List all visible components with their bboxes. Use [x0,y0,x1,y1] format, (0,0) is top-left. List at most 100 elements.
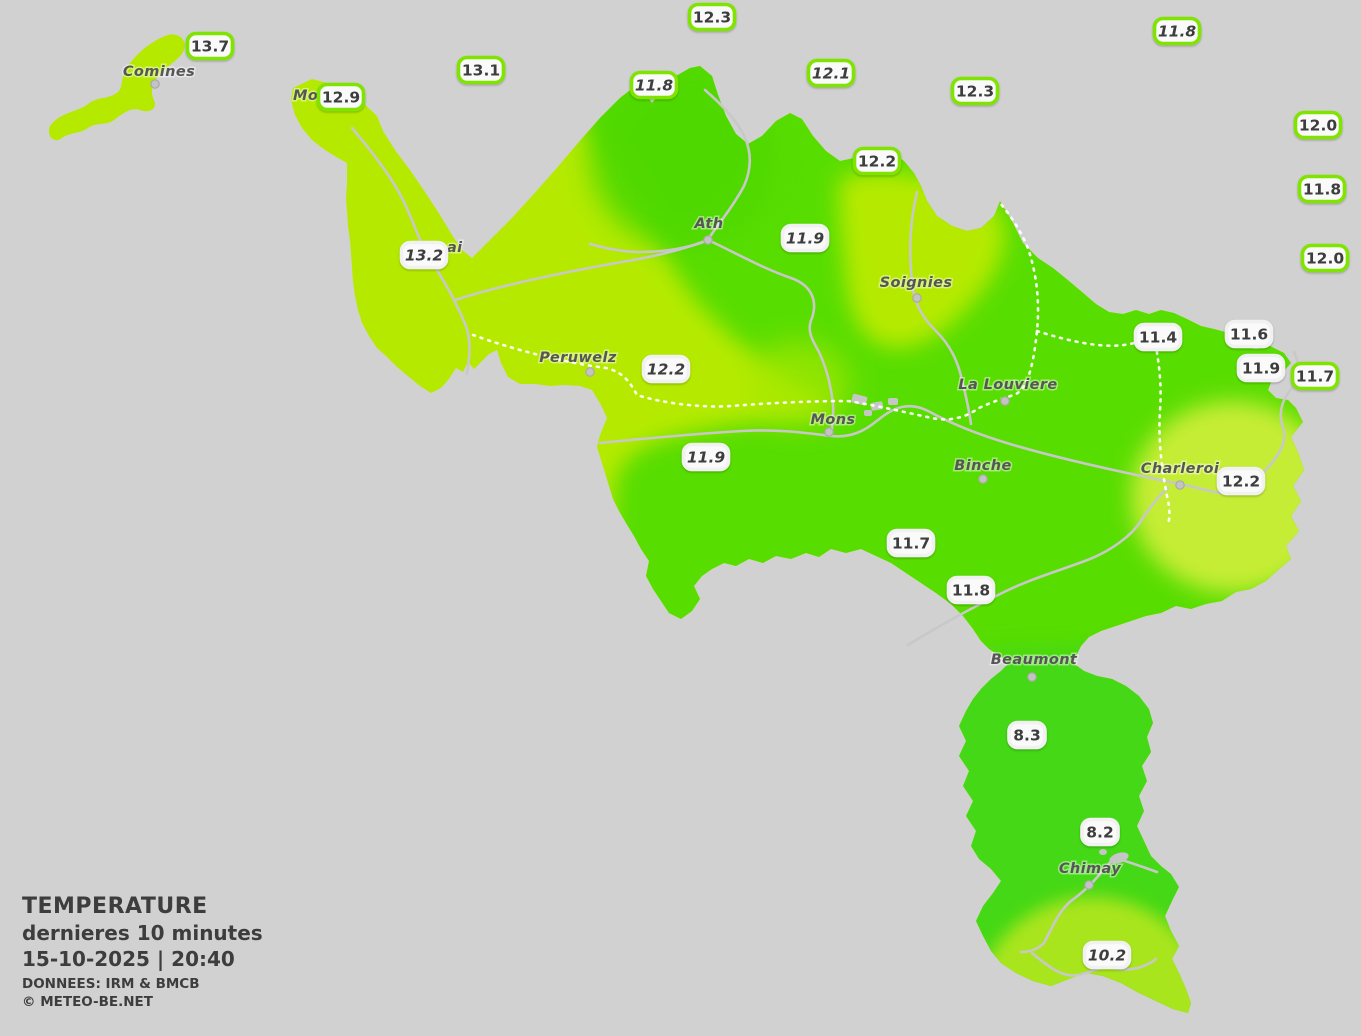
temp-label-box [681,442,731,472]
temp-label-value: 13.7 [191,38,229,56]
temp-label-value: 8.2 [1086,824,1113,842]
temp-label-value: 11.8 [952,582,990,600]
border-dashes-layer [471,201,1171,526]
temp-label-value: 11.8 [635,77,673,95]
city-name: Binche [954,458,1012,474]
city-name: Comines [123,64,195,80]
temp-label-value: 12.0 [1299,117,1337,135]
temp-label: 11.7 [886,528,936,558]
temp-label: 12.1 [806,58,856,88]
city-dot [978,474,988,484]
temp-label: 12.3 [950,76,1000,106]
temp-label-box [316,82,366,112]
city-name: Ath [694,216,724,232]
temp-label: 12.2 [641,354,691,384]
city-marker: La Louviere [957,376,1059,406]
temp-label-value: 11.7 [1296,368,1334,386]
temp-label: 11.9 [681,442,731,472]
temp-label-value: 11.7 [892,535,930,553]
city-dot [703,235,713,245]
city-dot [1027,672,1037,682]
temp-label: 10.2 [1082,940,1132,970]
temp-label-value: 12.2 [1222,473,1260,491]
temp-label: 13.7 [185,31,235,61]
data-source: DONNEES: IRM & BMCB [22,976,200,993]
map-title: TEMPERATURE [22,894,208,919]
temp-label-value: 11.9 [1242,360,1280,378]
temp-label-value: 11.9 [786,230,824,248]
city-name: Beaumont [991,652,1078,668]
region-ath-blob [590,66,774,247]
temp-label-value: 12.2 [647,361,685,379]
temp-label-box [1080,817,1120,847]
temp-label-value: 12.2 [858,153,896,171]
temp-label: 12.0 [1293,110,1343,140]
city-marker: Mons [809,411,857,437]
temp-label-value: 11.9 [687,449,725,467]
temp-label: 11.9 [780,223,830,253]
temp-label: 11.6 [1224,319,1274,349]
region-south-tip-blob [974,897,1210,1013]
temp-label-value: 11.8 [1158,23,1196,41]
temp-label: 11.4 [1133,322,1183,352]
city-dot [912,293,922,303]
temp-label: 13.2 [399,240,449,270]
temp-label: 11.8 [946,575,996,605]
region-charleroi-blob [1131,401,1304,593]
temp-label: 11.8 [1297,174,1347,204]
city-marker: Chimay [1057,860,1122,890]
temp-label-box [1007,720,1047,750]
temp-label-box [629,70,679,100]
city-dot [1175,480,1185,490]
map-subtitle: dernieres 10 minutes [22,921,263,946]
built-up-areas [851,393,1129,864]
temp-label-box [399,240,449,270]
city-marker: Beaumont [989,651,1079,682]
map-datetime: 15-10-2025 | 20:40 [22,946,235,971]
temp-label-box [950,76,1000,106]
city-name: Peruwelz [539,350,617,366]
temp-label: 12.3 [687,2,737,32]
temp-label: 12.0 [1300,243,1350,273]
temp-label-box [780,223,830,253]
city-marker: Binche [953,457,1013,484]
temp-label: 13.1 [456,55,506,85]
temp-label-box [1082,940,1132,970]
city-marker: Charleroi [1139,460,1221,490]
city-name: ai [447,240,463,256]
temp-label-value: 13.1 [462,62,500,80]
temp-label-box [687,2,737,32]
temp-label-value: 10.2 [1088,947,1126,965]
city-dot [150,79,160,89]
temp-label: 11.7 [1290,361,1340,391]
virelles-lake [1109,852,1129,864]
city-dot [1000,396,1010,406]
temp-label-value: 8.3 [1013,727,1040,745]
temp-label-box [1236,353,1286,383]
temp-label-box [1300,243,1350,273]
city-name: Charleroi [1141,461,1220,477]
temp-label-value: 12.0 [1306,250,1344,268]
temp-label-box [1224,319,1274,349]
comines-enclave-shape [48,34,185,141]
city-marker: Soignies [878,274,953,303]
city-dot [1084,880,1094,890]
temp-label-box [185,31,235,61]
city-marker: Peruwelz [538,349,618,377]
temp-label-box [1133,322,1183,352]
temp-label: 8.2 [1080,817,1120,847]
city-marker: Comines [121,63,196,89]
temp-label-box [456,55,506,85]
temp-label-box [946,575,996,605]
copyright-line: © METEO-BE.NET [22,993,153,1010]
temp-label-box [852,146,902,176]
temp-label: 12.2 [1216,466,1266,496]
temp-label-box [1297,174,1347,204]
city-name: Soignies [880,275,953,291]
temp-label-value: 11.4 [1139,329,1177,347]
temp-label-value: 12.3 [956,83,994,101]
city-dot [585,367,595,377]
title-block: TEMPERATURE dernieres 10 minutes 15-10-2… [22,893,263,1011]
temp-label-value: 12.3 [693,9,731,27]
temp-label: 11.9 [1236,353,1286,383]
